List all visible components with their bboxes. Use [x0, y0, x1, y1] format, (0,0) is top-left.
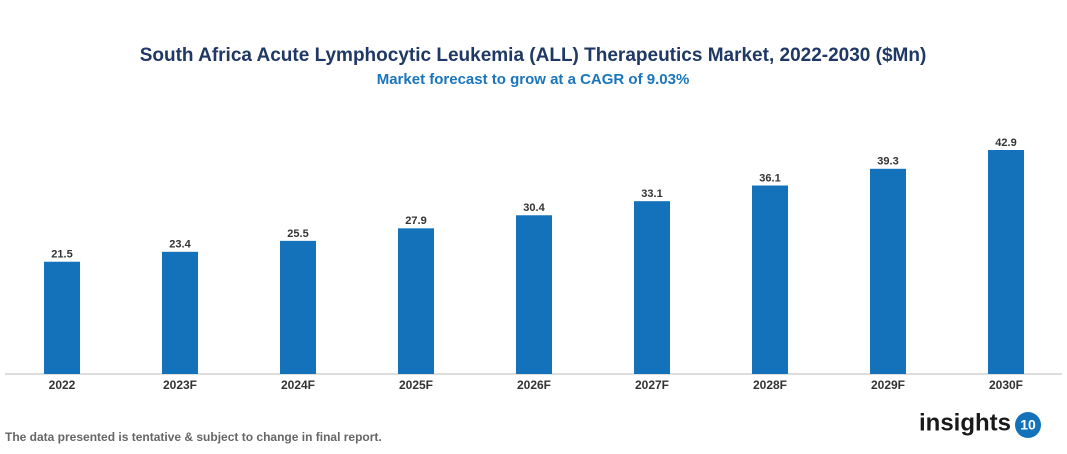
- chart-subtitle: Market forecast to grow at a CAGR of 9.0…: [377, 71, 690, 88]
- x-tick-label: 2027F: [635, 378, 669, 392]
- bar: [398, 228, 434, 374]
- data-label: 25.5: [287, 228, 308, 240]
- x-tick-label: 2025F: [399, 378, 433, 392]
- data-label: 27.9: [405, 215, 426, 227]
- chart-title: South Africa Acute Lymphocytic Leukemia …: [140, 45, 927, 66]
- bar: [280, 240, 316, 374]
- footnote: The data presented is tentative & subjec…: [5, 430, 382, 444]
- data-label: 21.5: [51, 249, 72, 261]
- data-label: 23.4: [169, 239, 191, 251]
- x-tick-label: 2024F: [281, 378, 315, 392]
- bar: [634, 201, 670, 374]
- logo-badge: [1015, 412, 1041, 438]
- logo-text: insights: [919, 409, 1011, 436]
- x-tick-label: 2022: [49, 378, 76, 392]
- x-tick-label: 2023F: [163, 378, 197, 392]
- bar: [870, 168, 906, 374]
- data-label: 36.1: [759, 172, 780, 184]
- bar: [516, 215, 552, 374]
- bar: [162, 251, 198, 374]
- data-label: 42.9: [995, 137, 1016, 149]
- bar: [988, 150, 1024, 374]
- x-tick-label: 2030F: [989, 378, 1023, 392]
- x-tick-label: 2026F: [517, 378, 551, 392]
- data-label: 33.1: [641, 188, 662, 200]
- bar: [752, 185, 788, 374]
- x-tick-label: 2028F: [753, 378, 787, 392]
- data-label: 39.3: [877, 156, 898, 168]
- x-tick-label: 2029F: [871, 378, 905, 392]
- bar: [44, 261, 80, 374]
- data-label: 30.4: [523, 202, 545, 214]
- logo-badge-text: 10: [1020, 417, 1036, 433]
